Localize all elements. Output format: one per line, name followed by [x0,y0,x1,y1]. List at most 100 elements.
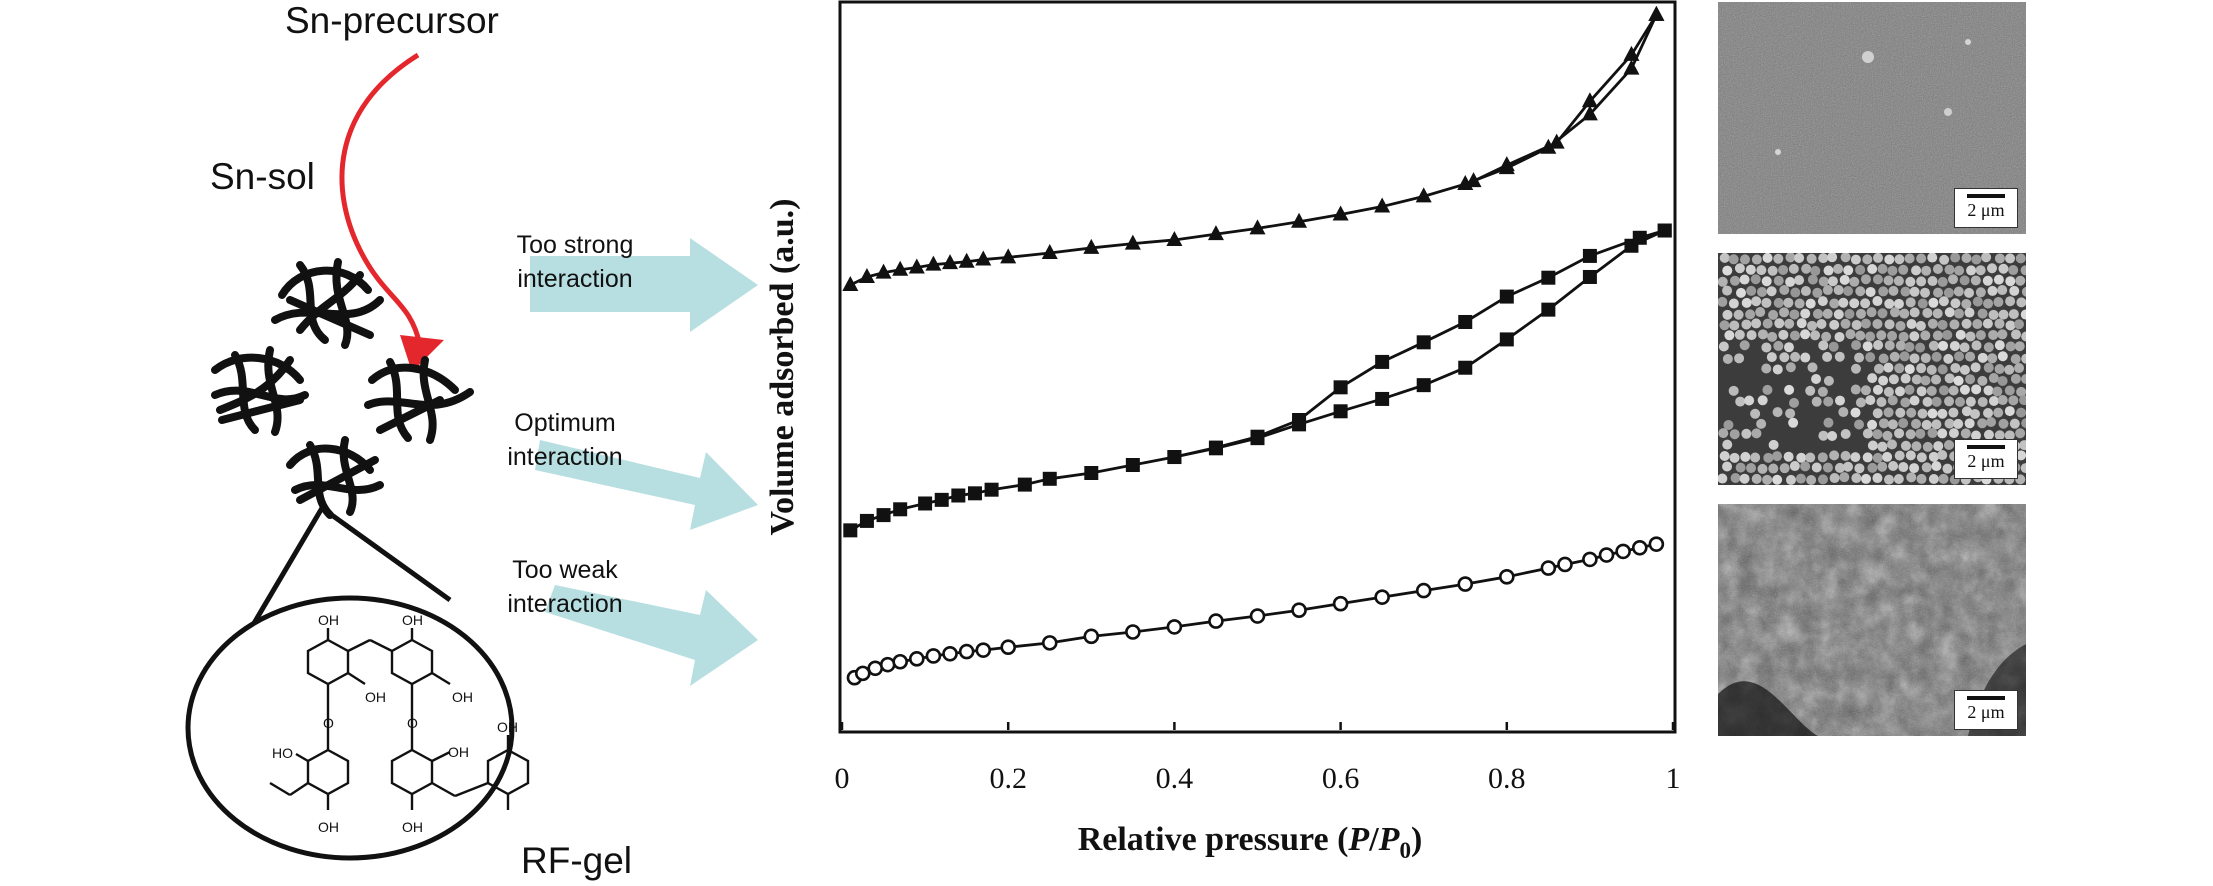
sem-particle [1877,461,1888,472]
triangle-marker [1291,212,1308,228]
sem-particle [1877,263,1888,274]
sem-particle [1849,298,1860,309]
sem-particle [1894,363,1905,374]
sem-particle [1810,265,1821,276]
circle-marker [1540,560,1557,576]
sem-particle [1761,342,1772,353]
sem-particle [1779,463,1790,474]
sem-particle [2010,353,2021,364]
sem-particle [1988,329,1999,340]
sem-particle [1888,285,1899,296]
square-marker [876,508,891,523]
sem-particle [1865,286,1876,297]
sem-particle [1718,276,1728,287]
sem-particle [1796,452,1807,463]
sem-particle [1915,342,1926,353]
sem-particle [1955,396,1966,407]
sem-particle [1994,430,2005,441]
sem-particle [1854,463,1865,474]
sem-particle [1932,308,1943,319]
arrow-optimum [535,440,758,530]
sem-particle [1971,340,1982,351]
triangle-marker [875,263,892,279]
sem-particle [1965,331,1976,342]
sem-particle [1789,309,1800,320]
sem-particle [1920,353,1931,364]
mol-label-oh-1: OH [318,612,339,628]
sem-particle [1895,407,1906,418]
sem-particle [1785,408,1796,419]
sem-particle [1931,461,1942,472]
sem-particle [1862,254,1873,265]
circle-marker [1598,547,1615,563]
sem-particle [1884,340,1895,351]
circle-marker [942,645,958,662]
sem-particle [1887,265,1898,276]
sem-particle [1906,319,1917,330]
triangle-marker [1000,248,1017,264]
sem-particle [1878,286,1889,297]
sem-particle [1855,264,1866,275]
sem-particle [1843,286,1854,297]
sem-particle [1838,297,1849,308]
sem-particle [1877,441,1888,452]
sem-particle [1722,461,1733,472]
sem-particle [1909,395,1920,406]
sem-particle [1895,320,1906,331]
sem-particle [1889,351,1900,362]
sem-particle [1827,430,1838,441]
square-marker [1208,440,1223,455]
mol-label-oh-8: OH [402,819,423,835]
triangle-marker [1207,225,1224,241]
sem-particle [1992,386,2003,397]
sem-particle [1948,428,1959,439]
sem-particle [1909,353,1920,364]
circle-marker [1557,556,1573,573]
sem-particle [1893,298,1904,309]
sem-particle [1975,330,1986,341]
sem-particle [1818,430,1829,441]
sem-particle [1756,286,1767,297]
sem-particle [1938,473,1949,484]
sol-cluster-left [211,346,309,436]
sem-particle [1800,461,1811,472]
sem-particle [1833,309,1844,320]
sem-particle [1921,265,1932,276]
sem-particle [1878,375,1889,386]
sem-particle [1779,285,1790,296]
sem-particle [1817,386,1828,397]
circle-marker [879,656,896,673]
sem-particle [1927,408,1938,419]
square-marker [859,513,874,528]
sem-particle [1850,384,1861,395]
sem-particle [1959,384,1970,395]
sem-particle [1997,285,2008,296]
plot-frame [838,0,1677,734]
sem-particle [1800,286,1811,297]
sem-particle [1932,330,1943,341]
sem-particle [1844,308,1855,319]
sem-particle [1751,428,1762,439]
circle-marker [1125,624,1141,640]
sem-particle [1928,340,1939,351]
sem-particle [1927,276,1938,287]
sem-particle [1893,473,1904,484]
sem-particle [1865,331,1876,342]
sem-particle [1829,319,1840,330]
sem-particle [1834,331,1845,342]
square-marker [1541,270,1556,285]
sem-particle [1964,287,1975,298]
sem-particle [1762,384,1773,395]
sem-particle [1888,461,1899,472]
sem-particle [1816,318,1827,329]
sem-particle [1938,296,1949,307]
sem-particle [2015,253,2026,264]
sem-particle [1729,429,1740,440]
sem-particle [1959,364,1970,375]
sem-particle [1883,474,1894,485]
triangle-marker [1124,234,1141,250]
sem-particle [1768,439,1779,450]
sem-particle [1751,296,1762,307]
sem-particle [1954,351,1965,362]
sem-particle [1916,452,1927,463]
